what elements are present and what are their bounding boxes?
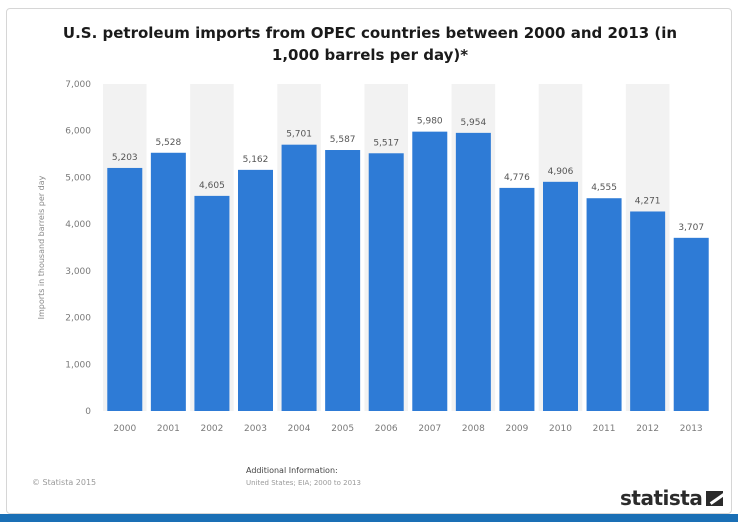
data-label: 4,271: [635, 196, 661, 206]
y-tick-label: 6,000: [65, 127, 91, 137]
bottom-strip: [0, 514, 738, 522]
bar: [368, 153, 404, 411]
bar: [673, 237, 709, 411]
x-tick-label: 2013: [680, 424, 703, 434]
data-label: 4,906: [548, 167, 574, 177]
bar: [281, 144, 317, 411]
bar: [150, 152, 186, 411]
y-tick-label: 5,000: [65, 173, 91, 183]
bar: [543, 181, 578, 411]
y-tick-label: 3,000: [65, 267, 91, 277]
data-label: 5,954: [460, 118, 486, 128]
bar: [325, 150, 361, 412]
statista-logo-icon: [706, 490, 724, 506]
bar: [499, 187, 535, 411]
brand-name: statista: [620, 486, 703, 510]
data-label: 4,555: [591, 183, 617, 193]
x-tick-label: 2009: [505, 424, 528, 434]
data-label: 5,701: [286, 130, 312, 140]
bar: [412, 131, 448, 412]
bar: [630, 211, 666, 411]
x-tick-label: 2005: [331, 424, 354, 434]
data-label: 5,203: [112, 153, 138, 163]
data-label: 3,707: [678, 223, 704, 233]
x-tick-label: 2001: [157, 424, 180, 434]
x-tick-label: 2006: [375, 424, 398, 434]
x-tick-label: 2011: [593, 424, 616, 434]
x-tick-label: 2003: [244, 424, 267, 434]
y-tick-label: 1,000: [65, 360, 91, 370]
data-label: 5,587: [330, 135, 356, 145]
data-label: 5,980: [417, 117, 443, 127]
copyright-text: © Statista 2015: [32, 478, 97, 487]
bar: [107, 167, 143, 411]
data-label: 5,528: [155, 138, 181, 148]
bar: [455, 132, 491, 411]
x-tick-label: 2004: [288, 424, 311, 434]
y-axis-label: Imports in thousand barrels per day: [37, 175, 46, 319]
y-tick-label: 7,000: [65, 80, 91, 90]
data-label: 4,776: [504, 173, 530, 183]
additional-info-label[interactable]: Additional Information:: [246, 466, 338, 475]
bar-chart: 0 1,000 2,000 3,000 4,000 5,000 6,000 7,000 Impo…: [37, 80, 709, 434]
data-label: 5,162: [243, 155, 269, 165]
x-tick-label: 2008: [462, 424, 485, 434]
statista-logo[interactable]: statista: [620, 486, 724, 510]
additional-info-detail: United States; EIA; 2000 to 2013: [246, 479, 361, 487]
x-tick-label: 2002: [200, 424, 223, 434]
y-tick-label: 4,000: [65, 220, 91, 230]
x-tick-label: 2012: [636, 424, 659, 434]
y-tick-label: 2,000: [65, 314, 91, 324]
bar: [238, 169, 273, 411]
data-label: 4,605: [199, 181, 225, 191]
x-tick-label: 2007: [418, 424, 441, 434]
y-tick-label: 0: [85, 407, 91, 417]
x-tick-label: 2000: [113, 424, 136, 434]
chart-title: U.S. petroleum imports from OPEC countri…: [62, 24, 678, 64]
x-tick-label: 2010: [549, 424, 572, 434]
bar: [586, 198, 622, 411]
bar: [194, 195, 230, 411]
data-label: 5,517: [373, 138, 399, 148]
